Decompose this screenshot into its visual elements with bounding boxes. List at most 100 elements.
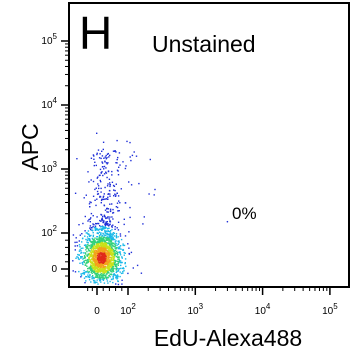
event-dot: [99, 238, 101, 240]
event-dot: [96, 281, 98, 283]
event-dot: [112, 266, 115, 268]
event-dot: [91, 237, 93, 240]
event-dot: [112, 270, 115, 273]
event-dot: [86, 247, 88, 249]
event-dot: [129, 206, 131, 209]
event-dot: [108, 252, 110, 255]
panel-letter: H: [79, 7, 112, 59]
event-dot: [104, 230, 106, 232]
event-dot: [108, 178, 111, 180]
event-dot: [111, 271, 113, 273]
event-dot: [115, 248, 117, 250]
event-dot: [100, 171, 102, 174]
event-dot: [91, 244, 93, 247]
x-tick-label: 103: [188, 302, 204, 317]
event-dot: [142, 223, 144, 225]
event-dot: [102, 244, 104, 246]
event-dot: [98, 267, 100, 269]
event-dot: [94, 241, 96, 243]
event-dot: [83, 269, 85, 272]
event-dot: [98, 277, 100, 279]
event-dot: [107, 251, 109, 253]
event-dot: [116, 206, 119, 209]
event-dot: [88, 267, 90, 270]
event-dot: [101, 272, 103, 275]
event-dot: [96, 198, 98, 200]
event-dot: [108, 237, 110, 239]
event-dot: [105, 167, 107, 169]
event-dot: [90, 157, 93, 159]
event-dot: [104, 230, 106, 233]
event-dot: [94, 252, 96, 254]
event-dot: [92, 262, 94, 264]
event-dot: [89, 228, 92, 231]
event-dot: [119, 252, 121, 255]
event-dot: [149, 158, 151, 161]
event-dot: [83, 272, 85, 274]
event-dot: [111, 247, 113, 250]
event-dot: [108, 252, 111, 254]
event-dot: [90, 271, 92, 274]
event-dot: [115, 194, 117, 196]
event-dot: [94, 268, 96, 271]
event-dot: [111, 228, 113, 231]
event-dot: [121, 279, 123, 281]
event-dot: [84, 215, 86, 218]
event-dot: [126, 140, 128, 143]
event-dot: [104, 247, 106, 250]
event-dot: [116, 255, 118, 258]
event-dot: [113, 255, 115, 257]
event-dot: [101, 155, 104, 157]
event-dot: [93, 277, 95, 280]
event-dot: [74, 271, 77, 273]
event-dot: [103, 259, 105, 261]
event-dot: [108, 156, 110, 158]
event-dot: [91, 265, 93, 267]
event-dot: [102, 195, 105, 197]
event-dot: [154, 188, 156, 191]
event-dot: [97, 265, 100, 268]
event-dot: [101, 241, 103, 244]
event-dot: [101, 162, 104, 164]
event-dot: [102, 215, 104, 218]
event-dot: [92, 265, 94, 267]
event-dot: [122, 272, 124, 274]
event-dot: [88, 271, 90, 273]
event-dot: [103, 248, 105, 250]
event-dot: [100, 241, 102, 244]
event-dot: [99, 253, 102, 255]
event-dot: [84, 235, 86, 237]
event-dot: [92, 254, 94, 256]
event-dot: [118, 246, 120, 248]
event-dot: [102, 166, 104, 168]
event-dot: [111, 233, 114, 235]
event-dot: [95, 247, 98, 249]
event-dot: [82, 222, 84, 225]
event-dot: [97, 193, 100, 195]
event-dot: [112, 224, 114, 226]
event-dot: [94, 266, 97, 268]
event-dot: [103, 260, 105, 263]
event-dot: [115, 269, 117, 271]
event-dot: [114, 267, 116, 270]
event-dot: [82, 247, 84, 249]
event-dot: [106, 224, 109, 226]
event-dot: [89, 274, 91, 276]
event-dot: [101, 246, 104, 248]
event-dot: [99, 254, 101, 256]
event-dot: [106, 237, 109, 239]
event-dot: [105, 172, 108, 174]
event-dot: [87, 254, 89, 256]
event-dot: [102, 174, 104, 177]
event-dot: [96, 232, 99, 234]
event-dot: [108, 239, 110, 241]
event-dot: [105, 258, 107, 260]
event-dot: [92, 232, 94, 234]
event-dot: [74, 245, 76, 247]
event-dot: [120, 267, 122, 270]
event-dot: [95, 276, 97, 278]
event-dot: [97, 149, 100, 151]
event-dot: [98, 228, 100, 230]
event-dot: [84, 282, 86, 284]
event-dot: [91, 278, 93, 280]
